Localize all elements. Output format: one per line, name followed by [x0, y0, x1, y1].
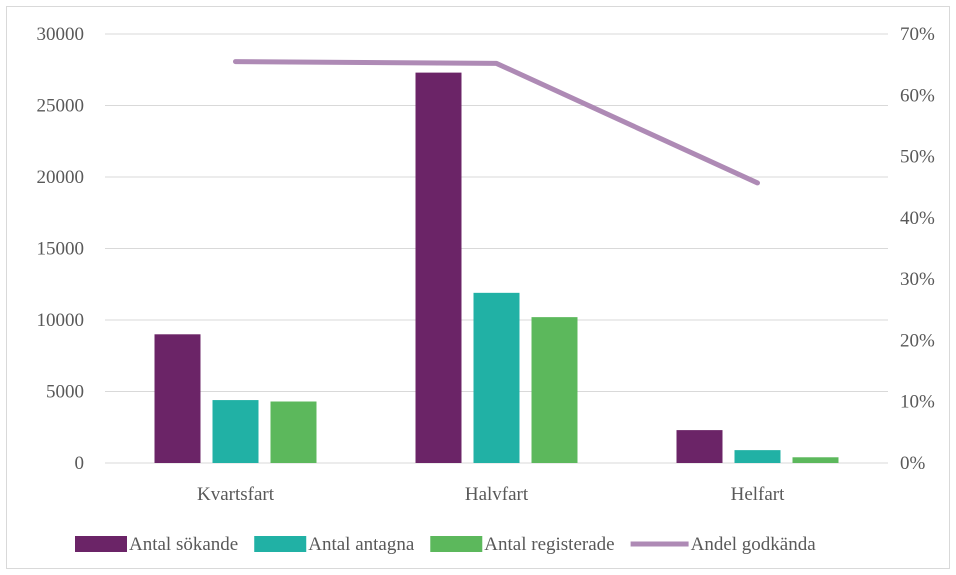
bar: [734, 450, 781, 463]
category-labels: Kvartsfart Halvfart Helfart: [197, 484, 785, 505]
right-tick-label: 10%: [900, 392, 935, 413]
right-tick-label: 30%: [900, 269, 935, 290]
right-tick-label: 70%: [900, 24, 935, 45]
right-tick-label: 60%: [900, 85, 935, 106]
bar: [676, 430, 723, 463]
category-label: Kvartsfart: [197, 484, 275, 505]
chart-frame: [6, 6, 950, 569]
bar: [415, 72, 462, 464]
left-tick-label: 5000: [46, 382, 84, 403]
category-label: Helfart: [731, 484, 786, 505]
left-tick-label: 0: [75, 453, 85, 474]
bar: [212, 400, 259, 463]
left-tick-label: 30000: [37, 24, 85, 45]
legend-label: Andel godkända: [691, 534, 817, 555]
left-tick-label: 10000: [37, 310, 85, 331]
legend-label: Antal registerade: [484, 534, 614, 555]
bar: [154, 334, 201, 463]
legend-label: Antal sökande: [129, 534, 238, 555]
left-tick-label: 20000: [37, 167, 85, 188]
right-tick-label: 0%: [900, 453, 926, 474]
legend-label: Antal antagna: [308, 534, 415, 555]
legend: Antal sökande Antal antagna Antal register…: [75, 534, 816, 555]
bar: [792, 457, 839, 463]
right-tick-label: 40%: [900, 208, 935, 229]
line-series-path: [233, 59, 760, 186]
right-tick-label: 50%: [900, 147, 935, 168]
bars: [154, 72, 839, 464]
category-label: Halvfart: [465, 484, 529, 505]
right-axis-ticks: 0% 10% 20% 30% 40% 50% 60% 70%: [900, 24, 935, 474]
line-series: [233, 59, 760, 186]
legend-swatch: [430, 536, 483, 552]
legend-swatch: [75, 536, 127, 552]
legend-swatch: [254, 536, 307, 552]
left-tick-label: 25000: [37, 96, 85, 117]
bar: [531, 317, 578, 463]
bar: [473, 292, 520, 463]
right-tick-label: 20%: [900, 330, 935, 351]
left-axis-ticks: 0 5000 10000 15000 20000 25000 30000: [37, 24, 85, 474]
left-tick-label: 15000: [37, 239, 85, 260]
bar: [270, 401, 317, 463]
